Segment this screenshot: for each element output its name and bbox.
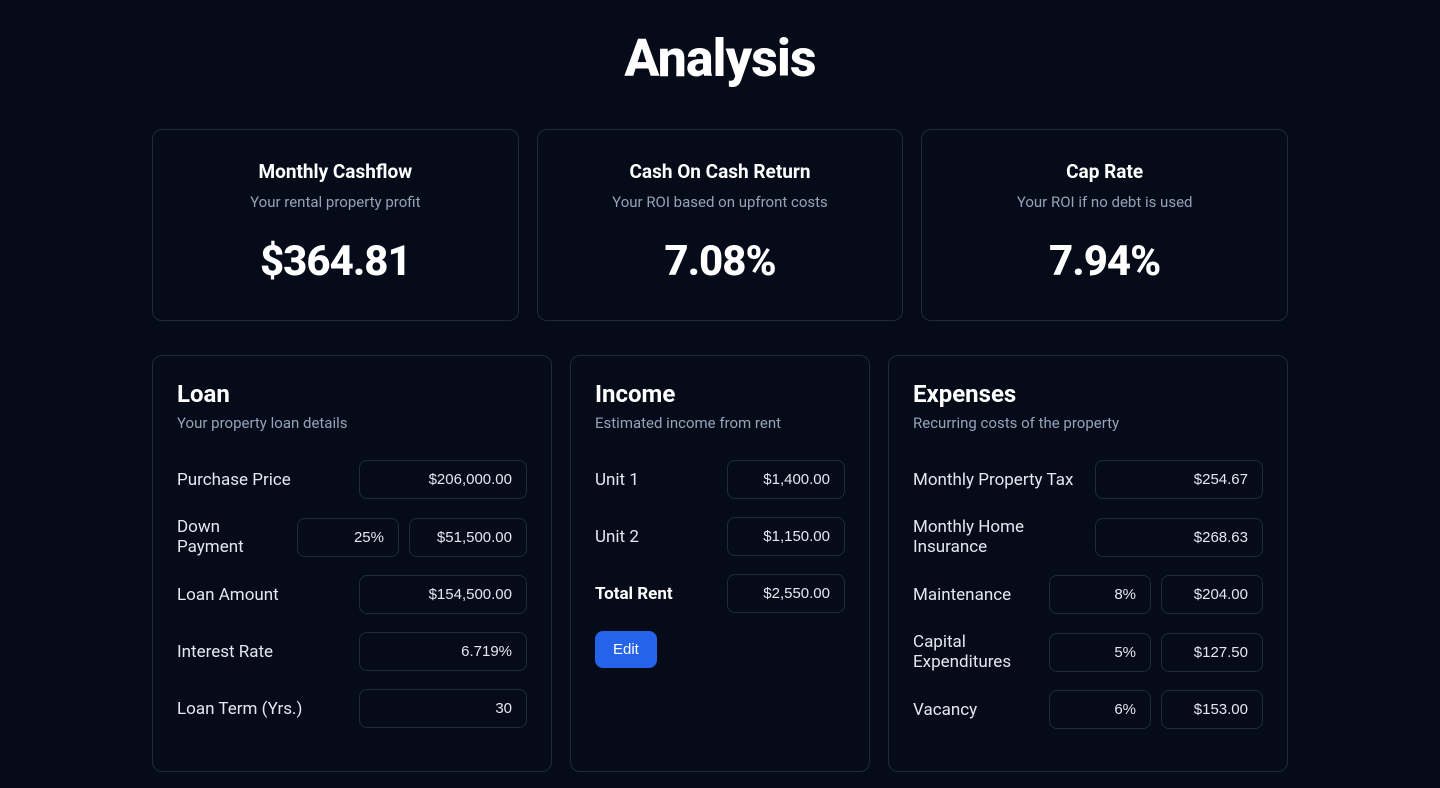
income-panel: Income Estimated income from rent Unit 1… bbox=[570, 355, 870, 772]
unit2-input[interactable] bbox=[727, 517, 845, 556]
purchase-price-input[interactable] bbox=[359, 460, 527, 499]
expenses-capex-row: Capital Expenditures bbox=[913, 632, 1263, 672]
metric-title: Monthly Cashflow bbox=[173, 160, 498, 183]
down-payment-value-input[interactable] bbox=[409, 518, 527, 557]
loan-subtitle: Your property loan details bbox=[177, 414, 527, 432]
field-label: Monthly Property Tax bbox=[913, 470, 1083, 490]
field-label: Capital Expenditures bbox=[913, 632, 1037, 672]
metric-card-coc: Cash On Cash Return Your ROI based on up… bbox=[537, 129, 904, 321]
income-subtitle: Estimated income from rent bbox=[595, 414, 845, 432]
field-label: Loan Amount bbox=[177, 585, 347, 605]
property-tax-input[interactable] bbox=[1095, 460, 1263, 499]
field-label: Monthly Home Insurance bbox=[913, 517, 1083, 557]
metric-subtitle: Your ROI based on upfront costs bbox=[558, 193, 883, 211]
field-label: Maintenance bbox=[913, 585, 1037, 605]
vacancy-pct-input[interactable] bbox=[1049, 690, 1151, 729]
loan-amount-row: Loan Amount bbox=[177, 575, 527, 614]
edit-income-button[interactable]: Edit bbox=[595, 631, 657, 668]
loan-term-row: Loan Term (Yrs.) bbox=[177, 689, 527, 728]
metric-subtitle: Your rental property profit bbox=[173, 193, 498, 211]
field-label: Interest Rate bbox=[177, 642, 347, 662]
metric-value-coc: 7.08% bbox=[558, 237, 883, 286]
capex-pct-input[interactable] bbox=[1049, 633, 1151, 672]
loan-amount-input[interactable] bbox=[359, 575, 527, 614]
capex-value-input[interactable] bbox=[1161, 633, 1263, 672]
field-label: Vacancy bbox=[913, 700, 1037, 720]
metric-card-cashflow: Monthly Cashflow Your rental property pr… bbox=[152, 129, 519, 321]
expenses-property-tax-row: Monthly Property Tax bbox=[913, 460, 1263, 499]
loan-purchase-price-row: Purchase Price bbox=[177, 460, 527, 499]
metric-subtitle: Your ROI if no debt is used bbox=[942, 193, 1267, 211]
income-unit1-row: Unit 1 bbox=[595, 460, 845, 499]
metrics-row: Monthly Cashflow Your rental property pr… bbox=[152, 129, 1288, 321]
maintenance-value-input[interactable] bbox=[1161, 575, 1263, 614]
loan-down-payment-row: Down Payment bbox=[177, 517, 527, 557]
expenses-title: Expenses bbox=[913, 380, 1263, 408]
income-total-row: Total Rent bbox=[595, 574, 845, 613]
metric-title: Cash On Cash Return bbox=[558, 160, 883, 183]
expenses-maintenance-row: Maintenance bbox=[913, 575, 1263, 614]
field-label: Unit 1 bbox=[595, 470, 715, 490]
unit1-input[interactable] bbox=[727, 460, 845, 499]
field-label: Unit 2 bbox=[595, 527, 715, 547]
metric-value-cap: 7.94% bbox=[942, 237, 1267, 286]
loan-title: Loan bbox=[177, 380, 527, 408]
loan-term-input[interactable] bbox=[359, 689, 527, 728]
metric-card-cap: Cap Rate Your ROI if no debt is used 7.9… bbox=[921, 129, 1288, 321]
field-label: Loan Term (Yrs.) bbox=[177, 699, 347, 719]
field-label: Purchase Price bbox=[177, 470, 347, 490]
home-insurance-input[interactable] bbox=[1095, 518, 1263, 557]
field-label: Down Payment bbox=[177, 517, 285, 557]
maintenance-pct-input[interactable] bbox=[1049, 575, 1151, 614]
income-unit2-row: Unit 2 bbox=[595, 517, 845, 556]
expenses-panel: Expenses Recurring costs of the property… bbox=[888, 355, 1288, 772]
metric-value-cashflow: $364.81 bbox=[173, 237, 498, 286]
income-title: Income bbox=[595, 380, 845, 408]
down-payment-pct-input[interactable] bbox=[297, 518, 399, 557]
loan-interest-rate-row: Interest Rate bbox=[177, 632, 527, 671]
interest-rate-input[interactable] bbox=[359, 632, 527, 671]
loan-panel: Loan Your property loan details Purchase… bbox=[152, 355, 552, 772]
total-rent-input[interactable] bbox=[727, 574, 845, 613]
expenses-home-insurance-row: Monthly Home Insurance bbox=[913, 517, 1263, 557]
panels-row: Loan Your property loan details Purchase… bbox=[152, 355, 1288, 772]
expenses-vacancy-row: Vacancy bbox=[913, 690, 1263, 729]
metric-title: Cap Rate bbox=[942, 160, 1267, 183]
page-title: Analysis bbox=[152, 28, 1288, 89]
field-label: Total Rent bbox=[595, 584, 715, 604]
expenses-subtitle: Recurring costs of the property bbox=[913, 414, 1263, 432]
vacancy-value-input[interactable] bbox=[1161, 690, 1263, 729]
